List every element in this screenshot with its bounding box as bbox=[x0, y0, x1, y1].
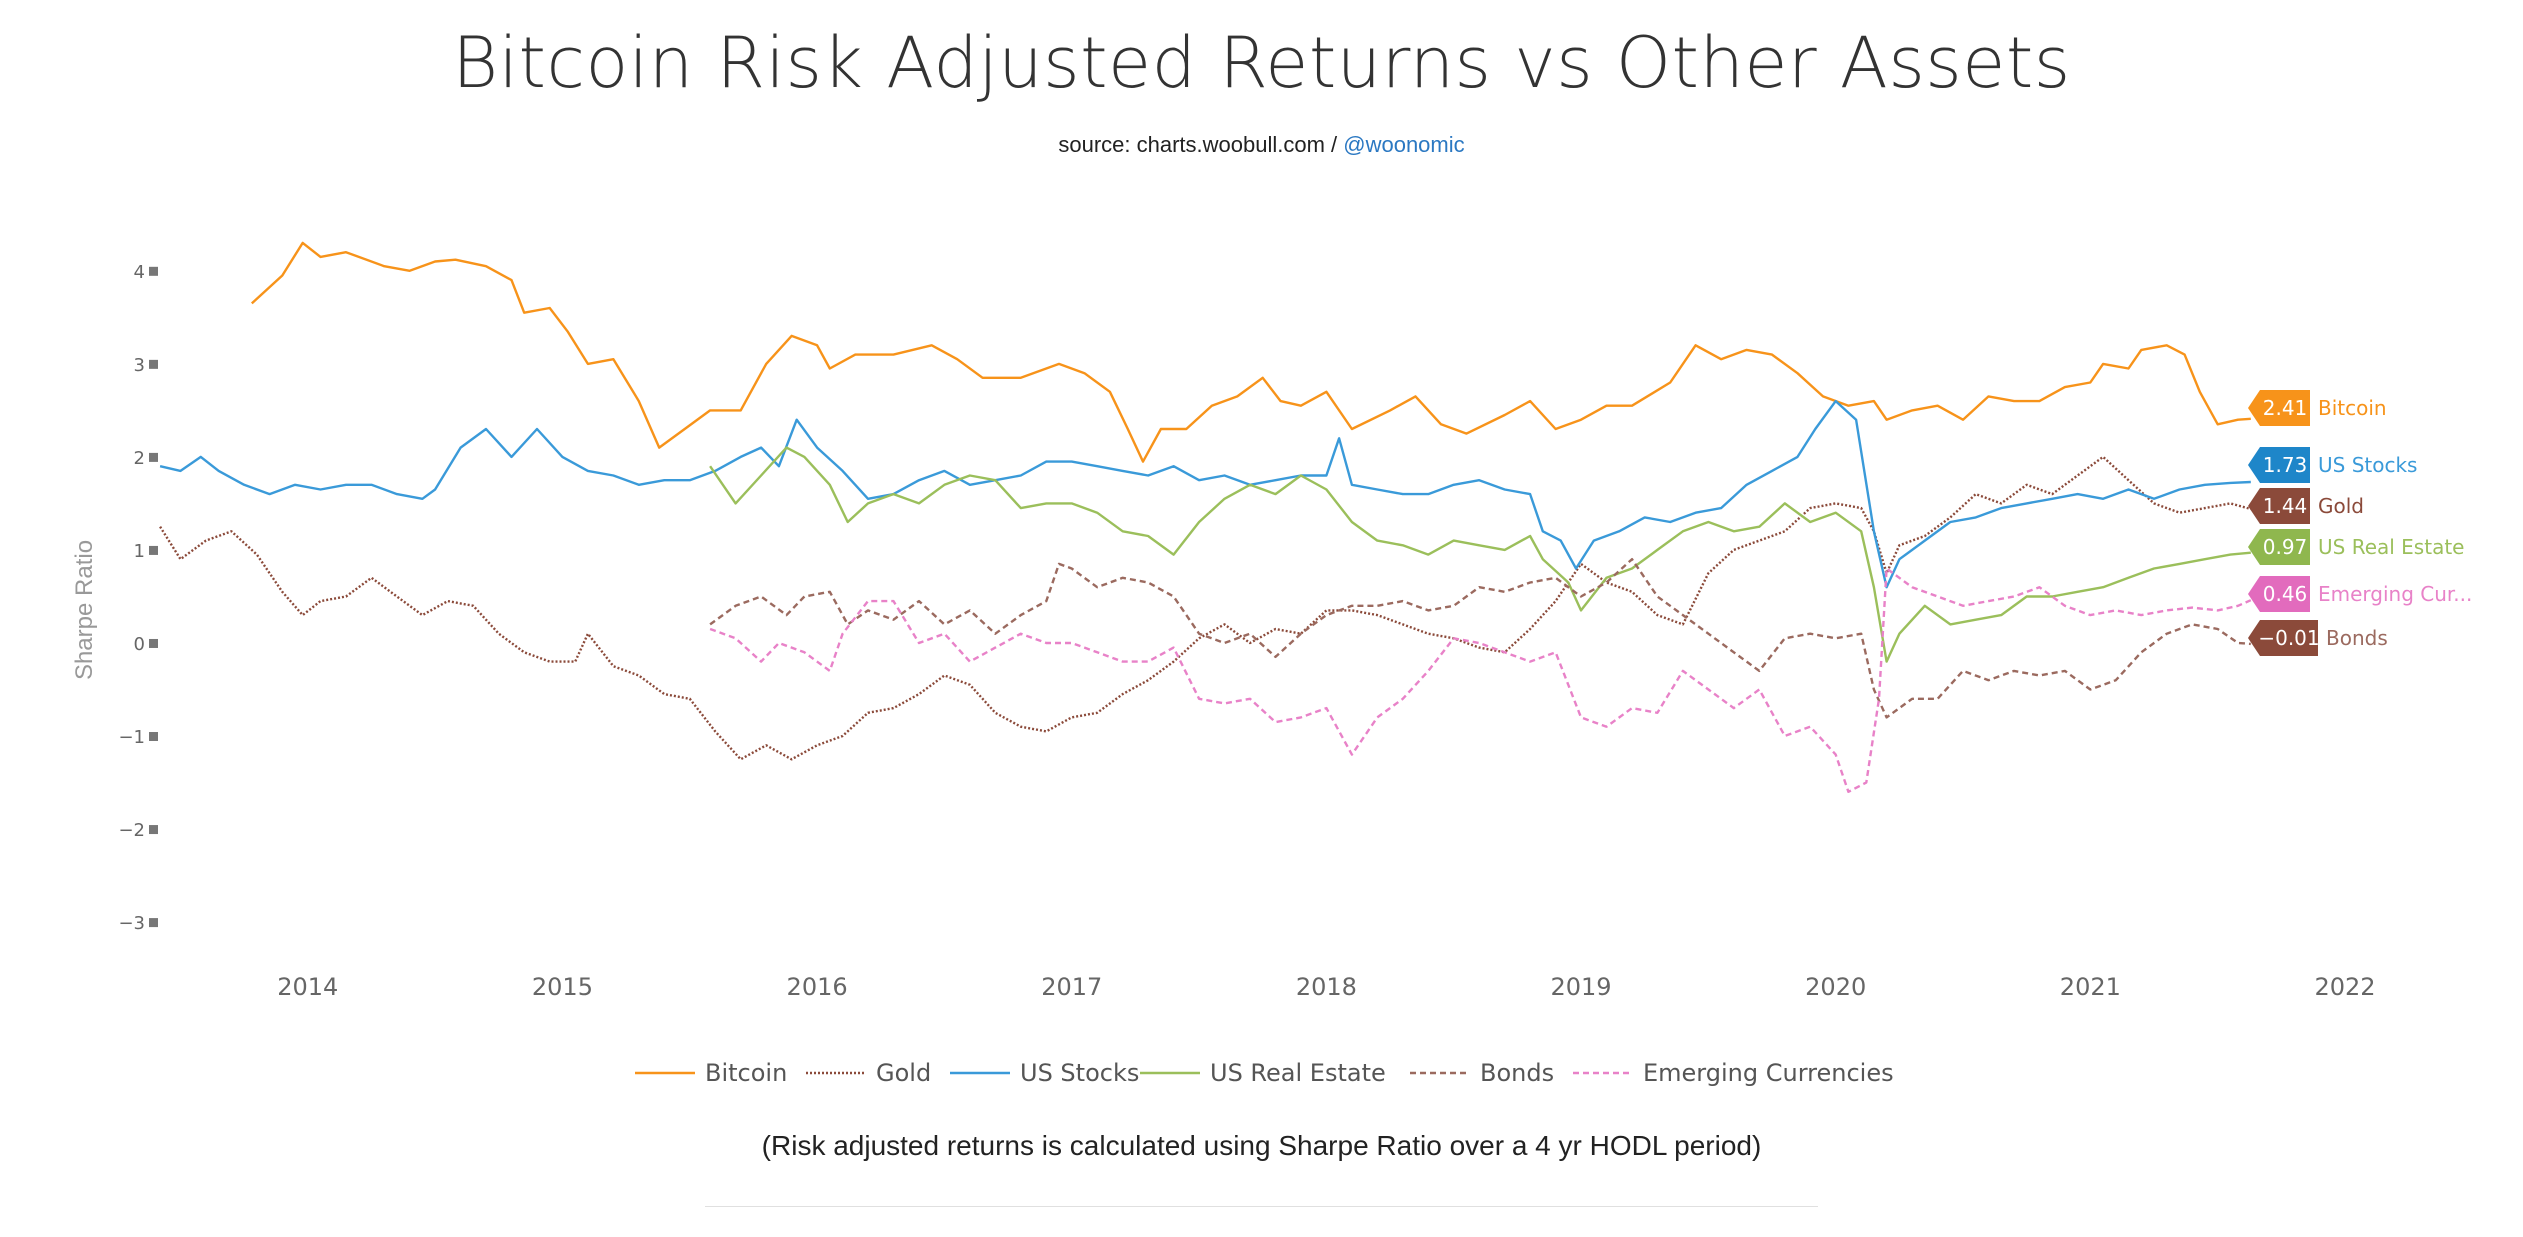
series-line-emerging-currencies bbox=[709, 567, 2252, 793]
y-tick-mark bbox=[149, 452, 158, 462]
x-tick-label: 2021 bbox=[2060, 973, 2121, 1001]
legend-item-emerging-currencies[interactable]: Emerging Currencies bbox=[1573, 1059, 1894, 1087]
y-tick-label: 0 bbox=[134, 634, 145, 655]
flag-value: 0.97 bbox=[2263, 535, 2308, 559]
flag-name: Bonds bbox=[2326, 626, 2388, 650]
x-tick-label: 2015 bbox=[532, 973, 593, 1001]
x-axis: 2014 2015 2016 2017 2018 2019 2020 2021 2022 bbox=[277, 973, 2375, 1001]
y-tick-label: −1 bbox=[118, 727, 145, 748]
flag-value: −0.01 bbox=[2258, 626, 2319, 650]
y-tick-label: 1 bbox=[134, 541, 145, 562]
y-axis-label: Sharpe Ratio bbox=[71, 540, 98, 680]
flag-value: 1.44 bbox=[2263, 494, 2308, 518]
flag-emerging-currencies: 0.46 Emerging Cur... bbox=[2248, 576, 2472, 612]
source-link[interactable]: @woonomic bbox=[1343, 132, 1465, 157]
source-text: source: charts.woobull.com / bbox=[1058, 132, 1344, 157]
flag-name: Gold bbox=[2318, 494, 2364, 518]
y-tick-mark bbox=[149, 638, 158, 648]
flag-name: US Real Estate bbox=[2318, 535, 2464, 559]
flag-bonds: −0.01 Bonds bbox=[2248, 620, 2388, 656]
flag-name: US Stocks bbox=[2318, 453, 2417, 477]
flag-value: 0.46 bbox=[2263, 582, 2308, 606]
y-tick-mark bbox=[149, 732, 158, 742]
chart-title: Bitcoin Risk Adjusted Returns vs Other A… bbox=[452, 22, 2071, 104]
series-line-bonds bbox=[709, 558, 2251, 719]
flag-us-real-estate: 0.97 US Real Estate bbox=[2248, 529, 2464, 565]
y-tick-label: −3 bbox=[118, 913, 145, 934]
flag-gold: 1.44 Gold bbox=[2248, 488, 2364, 524]
x-tick-label: 2016 bbox=[787, 973, 848, 1001]
legend-label: US Stocks bbox=[1020, 1059, 1139, 1087]
flag-value: 1.73 bbox=[2263, 453, 2308, 477]
footnote: (Risk adjusted returns is calculated usi… bbox=[761, 1130, 1762, 1161]
y-tick-mark bbox=[149, 266, 158, 276]
series-lines bbox=[159, 241, 2252, 793]
legend-item-bonds[interactable]: Bonds bbox=[1410, 1059, 1554, 1087]
legend-label: Emerging Currencies bbox=[1643, 1059, 1894, 1087]
legend-label: US Real Estate bbox=[1210, 1059, 1386, 1087]
flag-name: Emerging Cur... bbox=[2318, 582, 2472, 606]
y-tick-mark bbox=[149, 825, 158, 835]
x-tick-label: 2020 bbox=[1805, 973, 1866, 1001]
y-axis: 4 3 2 1 0 −1 −2 −3 bbox=[118, 262, 158, 934]
flag-value: 2.41 bbox=[2263, 396, 2308, 420]
series-line-us-stocks bbox=[159, 399, 2251, 589]
end-value-flags: 2.41 Bitcoin 1.73 US Stocks 1.44 Gold 0.97 US R… bbox=[2248, 390, 2472, 656]
flag-us-stocks: 1.73 US Stocks bbox=[2248, 447, 2417, 483]
x-tick-label: 2019 bbox=[1551, 973, 1612, 1001]
series-line-us-real-estate bbox=[709, 446, 2251, 663]
legend-item-us-real-estate[interactable]: US Real Estate bbox=[1140, 1059, 1386, 1087]
x-tick-label: 2017 bbox=[1041, 973, 1102, 1001]
series-line-bitcoin bbox=[250, 241, 2251, 463]
x-tick-label: 2022 bbox=[2314, 973, 2375, 1001]
chart-subtitle: source: charts.woobull.com / @woonomic bbox=[0, 132, 2523, 158]
x-tick-label: 2018 bbox=[1296, 973, 1357, 1001]
legend: Bitcoin Gold US Stocks US Real Estate Bonds E… bbox=[635, 1059, 1894, 1087]
flag-bitcoin: 2.41 Bitcoin bbox=[2248, 390, 2387, 426]
y-tick-label: −2 bbox=[118, 820, 145, 841]
x-tick-label: 2014 bbox=[277, 973, 338, 1001]
y-tick-mark bbox=[149, 359, 158, 369]
y-tick-label: 3 bbox=[134, 355, 145, 376]
legend-item-us-stocks[interactable]: US Stocks bbox=[950, 1059, 1139, 1087]
legend-item-gold[interactable]: Gold bbox=[806, 1059, 931, 1087]
divider bbox=[705, 1206, 1818, 1207]
y-tick-label: 4 bbox=[134, 262, 145, 283]
legend-label: Bitcoin bbox=[705, 1059, 787, 1087]
legend-label: Bonds bbox=[1480, 1059, 1554, 1087]
y-tick-mark bbox=[149, 545, 158, 555]
y-tick-label: 2 bbox=[134, 448, 145, 469]
legend-label: Gold bbox=[876, 1059, 931, 1087]
y-tick-mark bbox=[149, 918, 158, 928]
flag-name: Bitcoin bbox=[2318, 396, 2387, 420]
legend-item-bitcoin[interactable]: Bitcoin bbox=[635, 1059, 787, 1087]
series-line-gold bbox=[159, 455, 2252, 761]
